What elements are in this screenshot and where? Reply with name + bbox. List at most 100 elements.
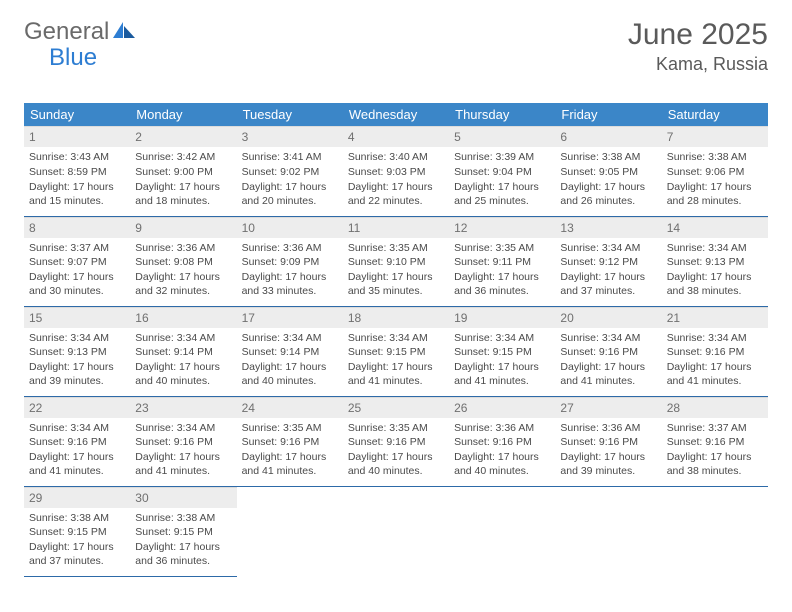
day-body: Sunrise: 3:41 AMSunset: 9:02 PMDaylight:… <box>237 147 343 214</box>
dow-tuesday: Tuesday <box>237 103 343 126</box>
day-number: 19 <box>449 307 555 328</box>
sunset-line: Sunset: 9:02 PM <box>242 165 338 179</box>
daylight-line: Daylight: 17 hours and 18 minutes. <box>135 180 231 208</box>
day-body: Sunrise: 3:35 AMSunset: 9:11 PMDaylight:… <box>449 238 555 305</box>
day-body: Sunrise: 3:34 AMSunset: 9:12 PMDaylight:… <box>555 238 661 305</box>
day-cell <box>662 486 768 576</box>
day-cell: 17Sunrise: 3:34 AMSunset: 9:14 PMDayligh… <box>237 306 343 396</box>
sunset-line: Sunset: 9:16 PM <box>454 435 550 449</box>
dow-header-row: Sunday Monday Tuesday Wednesday Thursday… <box>24 103 768 126</box>
day-body: Sunrise: 3:38 AMSunset: 9:15 PMDaylight:… <box>130 508 236 575</box>
day-body: Sunrise: 3:39 AMSunset: 9:04 PMDaylight:… <box>449 147 555 214</box>
day-number: 29 <box>24 487 130 508</box>
day-number: 8 <box>24 217 130 238</box>
sunset-line: Sunset: 9:16 PM <box>667 345 763 359</box>
sunset-line: Sunset: 9:15 PM <box>348 345 444 359</box>
day-cell: 13Sunrise: 3:34 AMSunset: 9:12 PMDayligh… <box>555 216 661 306</box>
day-body: Sunrise: 3:36 AMSunset: 9:09 PMDaylight:… <box>237 238 343 305</box>
day-cell: 23Sunrise: 3:34 AMSunset: 9:16 PMDayligh… <box>130 396 236 486</box>
day-number: 22 <box>24 397 130 418</box>
sunset-line: Sunset: 9:16 PM <box>135 435 231 449</box>
daylight-line: Daylight: 17 hours and 40 minutes. <box>242 360 338 388</box>
daylight-line: Daylight: 17 hours and 36 minutes. <box>454 270 550 298</box>
sunrise-line: Sunrise: 3:36 AM <box>560 421 656 435</box>
calendar-table: Sunday Monday Tuesday Wednesday Thursday… <box>24 103 768 577</box>
day-body: Sunrise: 3:36 AMSunset: 9:16 PMDaylight:… <box>555 418 661 485</box>
sunset-line: Sunset: 9:13 PM <box>29 345 125 359</box>
daylight-line: Daylight: 17 hours and 41 minutes. <box>560 360 656 388</box>
dow-sunday: Sunday <box>24 103 130 126</box>
sunset-line: Sunset: 9:03 PM <box>348 165 444 179</box>
day-cell: 29Sunrise: 3:38 AMSunset: 9:15 PMDayligh… <box>24 486 130 576</box>
sunrise-line: Sunrise: 3:40 AM <box>348 150 444 164</box>
day-number: 3 <box>237 126 343 147</box>
sunrise-line: Sunrise: 3:34 AM <box>560 241 656 255</box>
daylight-line: Daylight: 17 hours and 41 minutes. <box>242 450 338 478</box>
day-cell: 3Sunrise: 3:41 AMSunset: 9:02 PMDaylight… <box>237 126 343 216</box>
day-body: Sunrise: 3:37 AMSunset: 9:16 PMDaylight:… <box>662 418 768 485</box>
day-body: Sunrise: 3:34 AMSunset: 9:16 PMDaylight:… <box>555 328 661 395</box>
sunrise-line: Sunrise: 3:36 AM <box>242 241 338 255</box>
daylight-line: Daylight: 17 hours and 39 minutes. <box>560 450 656 478</box>
sunrise-line: Sunrise: 3:37 AM <box>29 241 125 255</box>
day-cell: 14Sunrise: 3:34 AMSunset: 9:13 PMDayligh… <box>662 216 768 306</box>
sunrise-line: Sunrise: 3:34 AM <box>29 421 125 435</box>
sunrise-line: Sunrise: 3:41 AM <box>242 150 338 164</box>
day-cell <box>449 486 555 576</box>
dow-monday: Monday <box>130 103 236 126</box>
daylight-line: Daylight: 17 hours and 40 minutes. <box>135 360 231 388</box>
daylight-line: Daylight: 17 hours and 39 minutes. <box>29 360 125 388</box>
sunrise-line: Sunrise: 3:34 AM <box>135 331 231 345</box>
day-number: 23 <box>130 397 236 418</box>
daylight-line: Daylight: 17 hours and 25 minutes. <box>454 180 550 208</box>
day-cell: 19Sunrise: 3:34 AMSunset: 9:15 PMDayligh… <box>449 306 555 396</box>
sunset-line: Sunset: 9:00 PM <box>135 165 231 179</box>
sunrise-line: Sunrise: 3:34 AM <box>348 331 444 345</box>
sunrise-line: Sunrise: 3:38 AM <box>29 511 125 525</box>
calendar-week-row: 8Sunrise: 3:37 AMSunset: 9:07 PMDaylight… <box>24 216 768 306</box>
daylight-line: Daylight: 17 hours and 41 minutes. <box>454 360 550 388</box>
sunset-line: Sunset: 9:04 PM <box>454 165 550 179</box>
sunrise-line: Sunrise: 3:34 AM <box>29 331 125 345</box>
day-cell: 20Sunrise: 3:34 AMSunset: 9:16 PMDayligh… <box>555 306 661 396</box>
day-number: 7 <box>662 126 768 147</box>
day-number: 13 <box>555 217 661 238</box>
sunset-line: Sunset: 9:12 PM <box>560 255 656 269</box>
day-cell: 28Sunrise: 3:37 AMSunset: 9:16 PMDayligh… <box>662 396 768 486</box>
sunset-line: Sunset: 9:15 PM <box>135 525 231 539</box>
sunrise-line: Sunrise: 3:39 AM <box>454 150 550 164</box>
sunrise-line: Sunrise: 3:37 AM <box>667 421 763 435</box>
day-body: Sunrise: 3:34 AMSunset: 9:13 PMDaylight:… <box>662 238 768 305</box>
location: Kama, Russia <box>628 54 768 75</box>
day-cell: 5Sunrise: 3:39 AMSunset: 9:04 PMDaylight… <box>449 126 555 216</box>
daylight-line: Daylight: 17 hours and 35 minutes. <box>348 270 444 298</box>
day-cell: 8Sunrise: 3:37 AMSunset: 9:07 PMDaylight… <box>24 216 130 306</box>
sunrise-line: Sunrise: 3:34 AM <box>667 331 763 345</box>
day-number: 6 <box>555 126 661 147</box>
day-body: Sunrise: 3:34 AMSunset: 9:14 PMDaylight:… <box>130 328 236 395</box>
day-body: Sunrise: 3:36 AMSunset: 9:16 PMDaylight:… <box>449 418 555 485</box>
sunrise-line: Sunrise: 3:42 AM <box>135 150 231 164</box>
dow-wednesday: Wednesday <box>343 103 449 126</box>
day-body: Sunrise: 3:35 AMSunset: 9:16 PMDaylight:… <box>343 418 449 485</box>
daylight-line: Daylight: 17 hours and 40 minutes. <box>348 450 444 478</box>
day-cell: 11Sunrise: 3:35 AMSunset: 9:10 PMDayligh… <box>343 216 449 306</box>
daylight-line: Daylight: 17 hours and 40 minutes. <box>454 450 550 478</box>
day-body: Sunrise: 3:37 AMSunset: 9:07 PMDaylight:… <box>24 238 130 305</box>
daylight-line: Daylight: 17 hours and 30 minutes. <box>29 270 125 298</box>
sunrise-line: Sunrise: 3:38 AM <box>135 511 231 525</box>
day-number: 27 <box>555 397 661 418</box>
sunrise-line: Sunrise: 3:34 AM <box>454 331 550 345</box>
calendar-week-row: 29Sunrise: 3:38 AMSunset: 9:15 PMDayligh… <box>24 486 768 576</box>
day-cell <box>555 486 661 576</box>
day-number: 15 <box>24 307 130 328</box>
sunrise-line: Sunrise: 3:35 AM <box>242 421 338 435</box>
month-title: June 2025 <box>628 18 768 52</box>
sunrise-line: Sunrise: 3:35 AM <box>348 241 444 255</box>
day-number: 16 <box>130 307 236 328</box>
sunset-line: Sunset: 9:16 PM <box>667 435 763 449</box>
day-number: 2 <box>130 126 236 147</box>
sunset-line: Sunset: 9:14 PM <box>242 345 338 359</box>
day-number: 24 <box>237 397 343 418</box>
day-number: 20 <box>555 307 661 328</box>
